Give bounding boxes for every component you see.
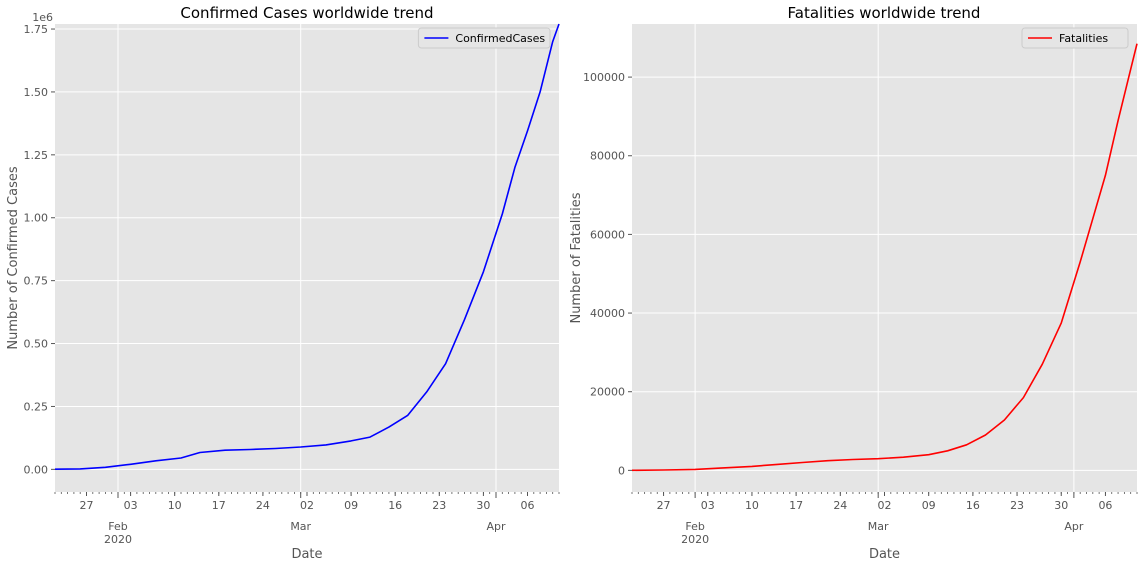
chart-title: Confirmed Cases worldwide trend — [180, 4, 433, 22]
x-tick-label: 24 — [256, 499, 270, 512]
x-tick-label: 27 — [657, 499, 671, 512]
y-tick-label: 80000 — [590, 150, 625, 163]
x-tick-label: 17 — [789, 499, 803, 512]
legend-box — [1021, 27, 1129, 49]
y-tick-label: 0.75 — [24, 275, 49, 288]
y-tick-label: 40000 — [590, 307, 625, 320]
y-tick-label: 0.00 — [24, 463, 49, 476]
y-tick-label: 1.75 — [24, 23, 49, 36]
y-tick-label: 100000 — [583, 71, 625, 84]
x-axis-label: Date — [291, 547, 322, 562]
x-year-label: 2020 — [681, 533, 709, 546]
x-tick-label: 09 — [344, 499, 358, 512]
plot-area — [632, 24, 1137, 492]
y-tick-label: 1.50 — [24, 86, 49, 99]
x-month-label: Mar — [290, 520, 311, 533]
x-month-label: Feb — [108, 520, 127, 533]
x-tick-label: 10 — [745, 499, 759, 512]
y-tick-label: 0.25 — [24, 400, 49, 413]
x-tick-label: 30 — [1054, 499, 1068, 512]
x-year-label: 2020 — [104, 533, 132, 546]
x-tick-label: 17 — [212, 499, 226, 512]
y-offset-text: 1e6 — [32, 11, 53, 24]
x-month-label: Feb — [685, 520, 704, 533]
x-tick-label: 02 — [300, 499, 314, 512]
x-tick-label: 23 — [432, 499, 446, 512]
x-axis-label: Date — [869, 547, 900, 562]
y-tick-label: 20000 — [590, 386, 625, 399]
x-tick-label: 23 — [1010, 499, 1024, 512]
x-tick-label: 03 — [701, 499, 715, 512]
y-tick-label: 1.25 — [24, 149, 49, 162]
y-axis-label: Number of Confirmed Cases — [6, 166, 21, 349]
confirmed-cases-chart: 0.00 0.25 0.50 0.75 1.00 1.25 1.50 1.75 27 03 10 17… — [6, 4, 560, 562]
fatalities-chart: 0 20000 40000 60000 80000 100000 27 03 10 17 24 02 0… — [569, 4, 1138, 562]
series-line — [54, 23, 560, 470]
x-month-label: Mar — [868, 520, 889, 533]
chart-title: Fatalities worldwide trend — [788, 4, 981, 22]
x-tick-label: 02 — [878, 499, 892, 512]
x-tick-label: 06 — [521, 499, 535, 512]
y-axis-label: Number of Fatalities — [569, 192, 584, 323]
y-tick-label: 1.00 — [24, 212, 49, 225]
x-tick-label: 16 — [388, 499, 402, 512]
x-tick-label: 30 — [476, 499, 490, 512]
x-tick-label: 03 — [124, 499, 138, 512]
legend-box — [417, 27, 551, 49]
x-tick-label: 16 — [966, 499, 980, 512]
series-line — [631, 43, 1138, 472]
legend-label: Fatalities — [1059, 32, 1108, 45]
x-month-label: Apr — [486, 520, 506, 533]
legend-label: ConfirmedCases — [455, 32, 545, 45]
x-tick-label: 10 — [168, 499, 182, 512]
x-tick-label: 27 — [80, 499, 94, 512]
plot-area — [55, 24, 559, 492]
y-tick-label: 0.50 — [24, 338, 49, 351]
y-tick-label: 60000 — [590, 228, 625, 241]
x-month-label: Apr — [1064, 520, 1084, 533]
x-tick-label: 09 — [922, 499, 936, 512]
y-tick-label: 0 — [618, 464, 625, 477]
x-tick-label: 24 — [833, 499, 847, 512]
x-tick-label: 06 — [1098, 499, 1112, 512]
